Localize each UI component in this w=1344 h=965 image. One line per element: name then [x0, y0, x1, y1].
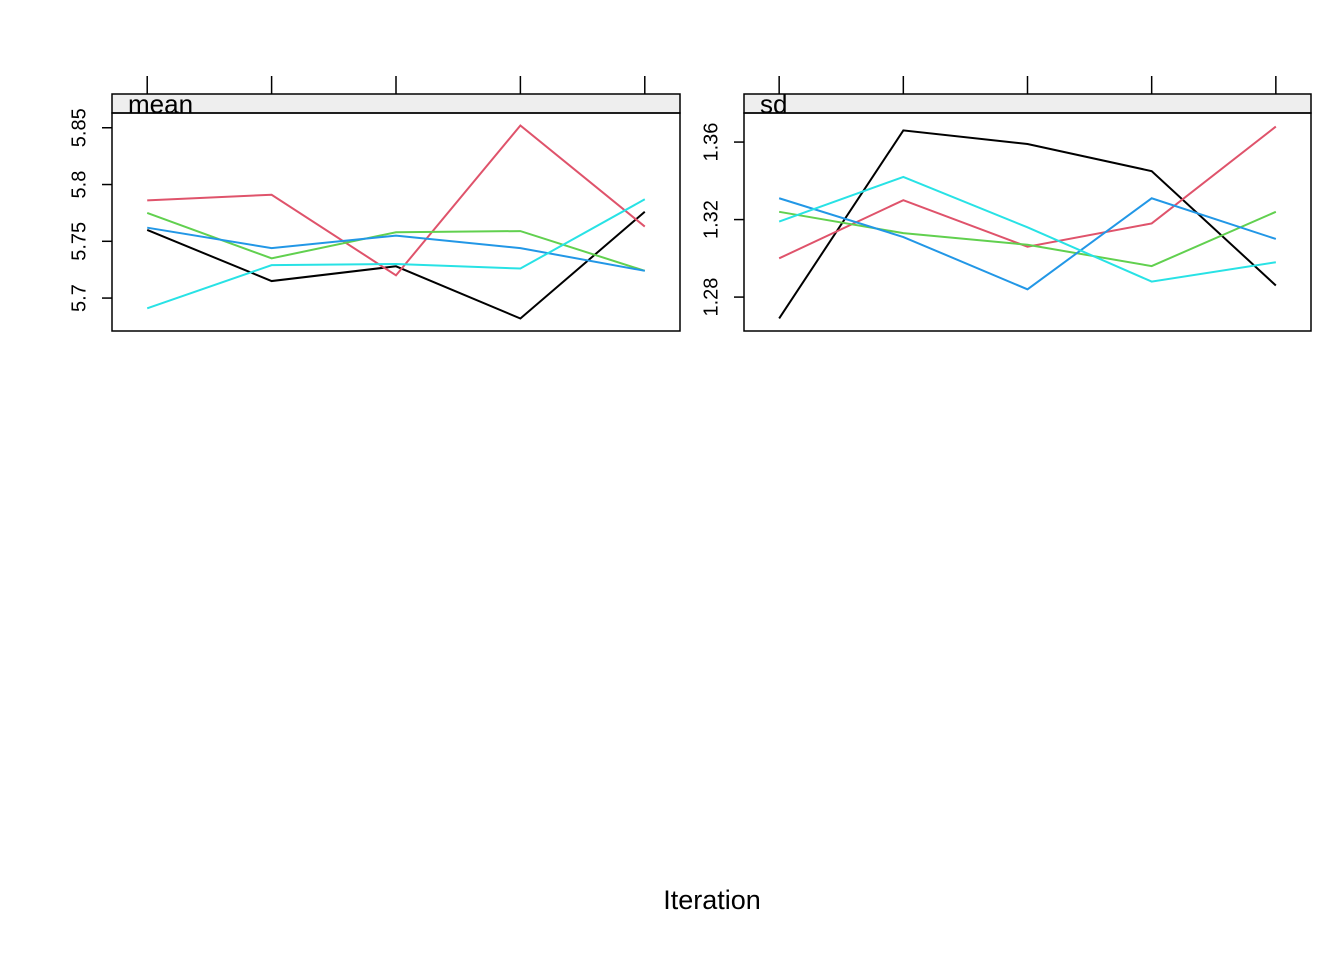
series-line	[146, 198, 646, 310]
panel-title: mean	[128, 89, 193, 119]
panel-title: sd	[760, 89, 787, 119]
series-line	[147, 226, 645, 272]
panel	[111, 112, 681, 332]
y-tick-label: 5.75	[68, 222, 90, 261]
series-line	[778, 129, 1277, 319]
strip	[111, 93, 681, 114]
y-tick-label: 5.8	[68, 171, 90, 199]
y-tick-label: 5.85	[68, 108, 90, 147]
y-tick-label: 1.28	[700, 278, 722, 317]
series-line	[778, 175, 1277, 283]
y-tick-label: 1.32	[700, 200, 722, 239]
y-tick-label: 5.7	[68, 284, 90, 312]
panel	[743, 112, 1312, 332]
series-line	[778, 125, 1277, 260]
series-line	[778, 210, 1277, 268]
series-line	[147, 124, 646, 277]
series-line	[778, 197, 1277, 291]
y-tick-label: 1.36	[700, 123, 722, 162]
series-line	[146, 211, 646, 320]
strip	[743, 93, 1312, 114]
x-axis-label: Iteration	[663, 885, 761, 915]
